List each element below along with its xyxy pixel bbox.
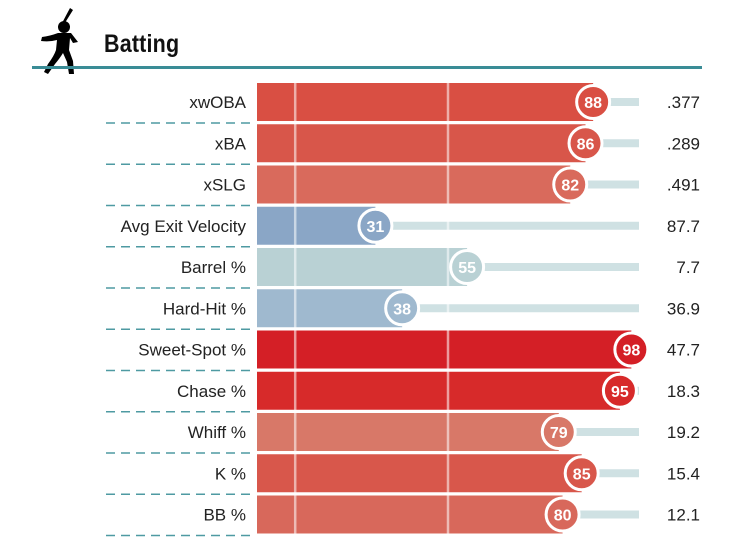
percentile-marker bbox=[563, 455, 600, 492]
percentile-marker bbox=[552, 166, 589, 203]
percentile-bar bbox=[257, 248, 468, 286]
percentile-bar bbox=[257, 165, 571, 204]
percentile-bar bbox=[257, 495, 563, 534]
row-label: BB % bbox=[203, 506, 246, 525]
percentile-label: 82 bbox=[561, 178, 579, 195]
stat-value: 87.7 bbox=[667, 217, 700, 236]
percentile-label: 38 bbox=[393, 301, 411, 318]
row-label: xSLG bbox=[203, 176, 246, 195]
row-label: Hard-Hit % bbox=[163, 299, 246, 318]
percentile-bar bbox=[257, 330, 632, 369]
section-title: Batting bbox=[104, 30, 180, 58]
percentile-label: 55 bbox=[458, 260, 476, 277]
percentile-bar bbox=[257, 206, 376, 245]
row-label: Barrel % bbox=[181, 258, 246, 277]
stat-value: 7.7 bbox=[676, 258, 700, 277]
percentile-label: 31 bbox=[367, 219, 385, 236]
stat-value: 36.9 bbox=[667, 299, 700, 318]
percentile-label: 95 bbox=[611, 384, 629, 401]
stat-value: 47.7 bbox=[667, 341, 700, 360]
percentile-label: 79 bbox=[550, 425, 568, 442]
stat-value: .377 bbox=[667, 93, 700, 112]
row-label: xBA bbox=[215, 134, 247, 153]
percentile-marker bbox=[567, 125, 604, 162]
row-label: Avg Exit Velocity bbox=[121, 217, 247, 236]
row-label: Whiff % bbox=[188, 423, 246, 442]
row-label: Chase % bbox=[177, 382, 246, 401]
row-label: Sweet-Spot % bbox=[138, 341, 246, 360]
percentile-marker bbox=[540, 414, 577, 450]
percentile-bar bbox=[257, 289, 403, 328]
percentile-marker bbox=[384, 290, 421, 327]
stat-value: .491 bbox=[667, 176, 700, 195]
percentile-marker bbox=[449, 249, 486, 285]
percentile-bar bbox=[257, 371, 620, 410]
stat-value: .289 bbox=[667, 134, 700, 153]
percentile-marker bbox=[601, 372, 638, 409]
row-label: K % bbox=[215, 464, 246, 483]
row-label: xwOBA bbox=[189, 93, 246, 112]
percentile-marker bbox=[544, 496, 581, 533]
stat-value: 12.1 bbox=[667, 506, 700, 525]
percentile-marker bbox=[575, 84, 612, 120]
header-divider bbox=[32, 66, 702, 69]
batter-silhouette-icon bbox=[41, 8, 78, 74]
percentile-label: 98 bbox=[622, 343, 640, 360]
stat-value: 15.4 bbox=[667, 464, 700, 483]
percentile-label: 85 bbox=[573, 466, 591, 483]
stat-value: 18.3 bbox=[667, 382, 700, 401]
stat-value: 19.2 bbox=[667, 423, 700, 442]
section-header: Batting bbox=[32, 0, 702, 74]
percentile-bar bbox=[257, 413, 559, 451]
percentile-label: 80 bbox=[554, 508, 572, 525]
percentile-label: 88 bbox=[584, 95, 602, 112]
percentile-bar bbox=[257, 83, 594, 121]
percentile-label: 86 bbox=[577, 136, 595, 153]
percentile-bar bbox=[257, 124, 586, 163]
percentile-bar bbox=[257, 454, 582, 493]
percentile-marker bbox=[613, 331, 650, 368]
percentile-marker bbox=[357, 207, 394, 244]
